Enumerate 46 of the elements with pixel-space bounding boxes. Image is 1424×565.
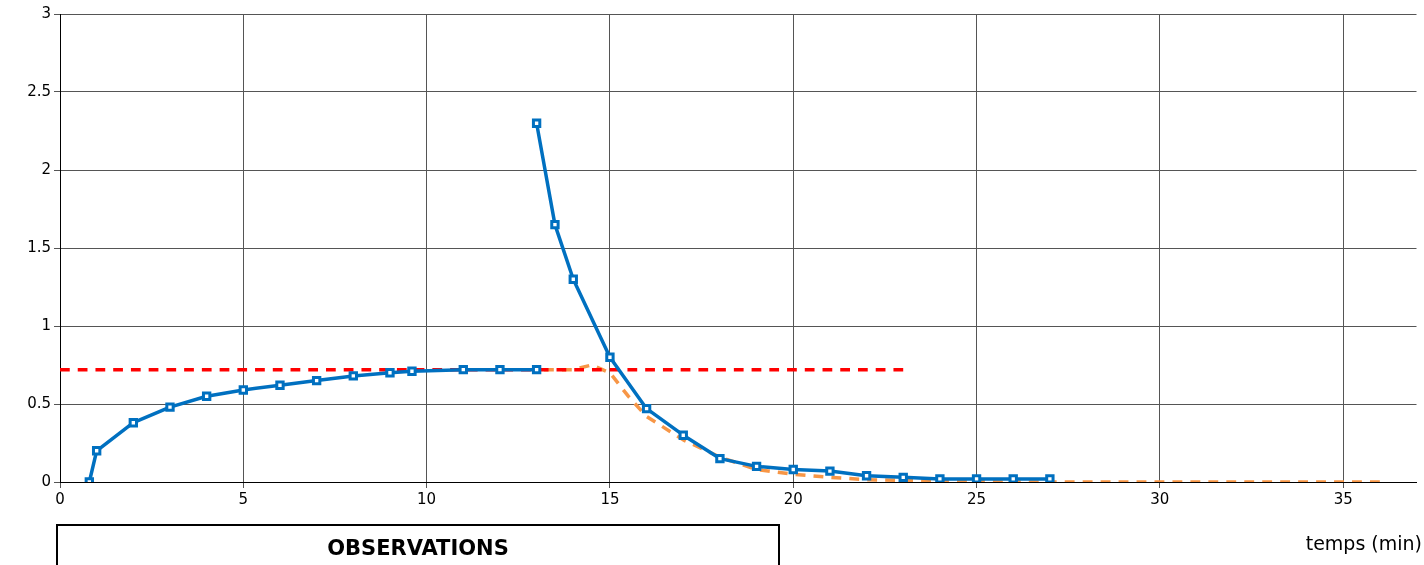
point <box>751 461 762 472</box>
point <box>825 466 835 476</box>
point <box>407 366 417 376</box>
point <box>1045 474 1055 482</box>
point <box>898 472 908 482</box>
x-axis-title: temps (min) <box>1305 532 1422 554</box>
point <box>531 118 542 128</box>
x-tick-label: 30 <box>1150 489 1170 508</box>
point <box>715 453 725 464</box>
point <box>678 430 688 440</box>
point <box>971 474 982 482</box>
y-tick-label: 3 <box>41 3 51 22</box>
y-tick-label: 1.5 <box>27 237 51 256</box>
y-tick-label: 0.5 <box>27 393 51 412</box>
y-tick-label: 1 <box>41 315 51 334</box>
y-tick-label: 0 <box>41 471 51 490</box>
point <box>1008 474 1018 482</box>
x-tick-label: 10 <box>417 489 437 508</box>
x-tick-label: 25 <box>967 489 987 508</box>
point <box>128 418 139 428</box>
text: OBSERVATIONS <box>56 524 780 565</box>
point <box>201 391 212 401</box>
point <box>935 474 945 482</box>
x-tick-label: 20 <box>783 489 803 508</box>
point <box>605 352 615 362</box>
point <box>550 219 560 230</box>
point <box>531 365 542 375</box>
point <box>165 402 175 412</box>
point <box>495 365 505 375</box>
point <box>788 464 798 475</box>
point <box>275 380 285 390</box>
x-tick-label: 15 <box>600 489 620 508</box>
x-tick-label: 5 <box>238 489 249 508</box>
point <box>385 368 395 378</box>
x-tick-label: 35 <box>1333 489 1353 508</box>
point <box>348 371 358 381</box>
y-tick-label: 2 <box>41 159 51 178</box>
point <box>238 385 248 395</box>
point <box>861 471 872 481</box>
point <box>91 446 102 456</box>
point <box>641 404 652 414</box>
point <box>311 375 322 386</box>
x-tick-label: 0 <box>55 489 65 508</box>
point <box>568 274 578 284</box>
point <box>458 365 468 375</box>
y-tick-label: 2.5 <box>27 81 51 100</box>
